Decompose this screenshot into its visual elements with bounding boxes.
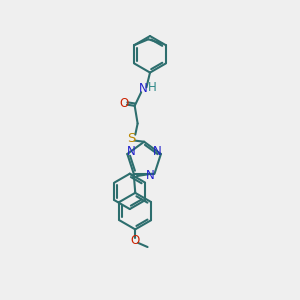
Text: S: S (128, 132, 136, 145)
Text: N: N (139, 82, 148, 95)
Text: N: N (146, 169, 155, 182)
Text: N: N (153, 145, 161, 158)
Text: H: H (147, 81, 156, 94)
Text: O: O (119, 97, 128, 110)
Text: N: N (127, 145, 136, 158)
Text: O: O (130, 234, 140, 247)
